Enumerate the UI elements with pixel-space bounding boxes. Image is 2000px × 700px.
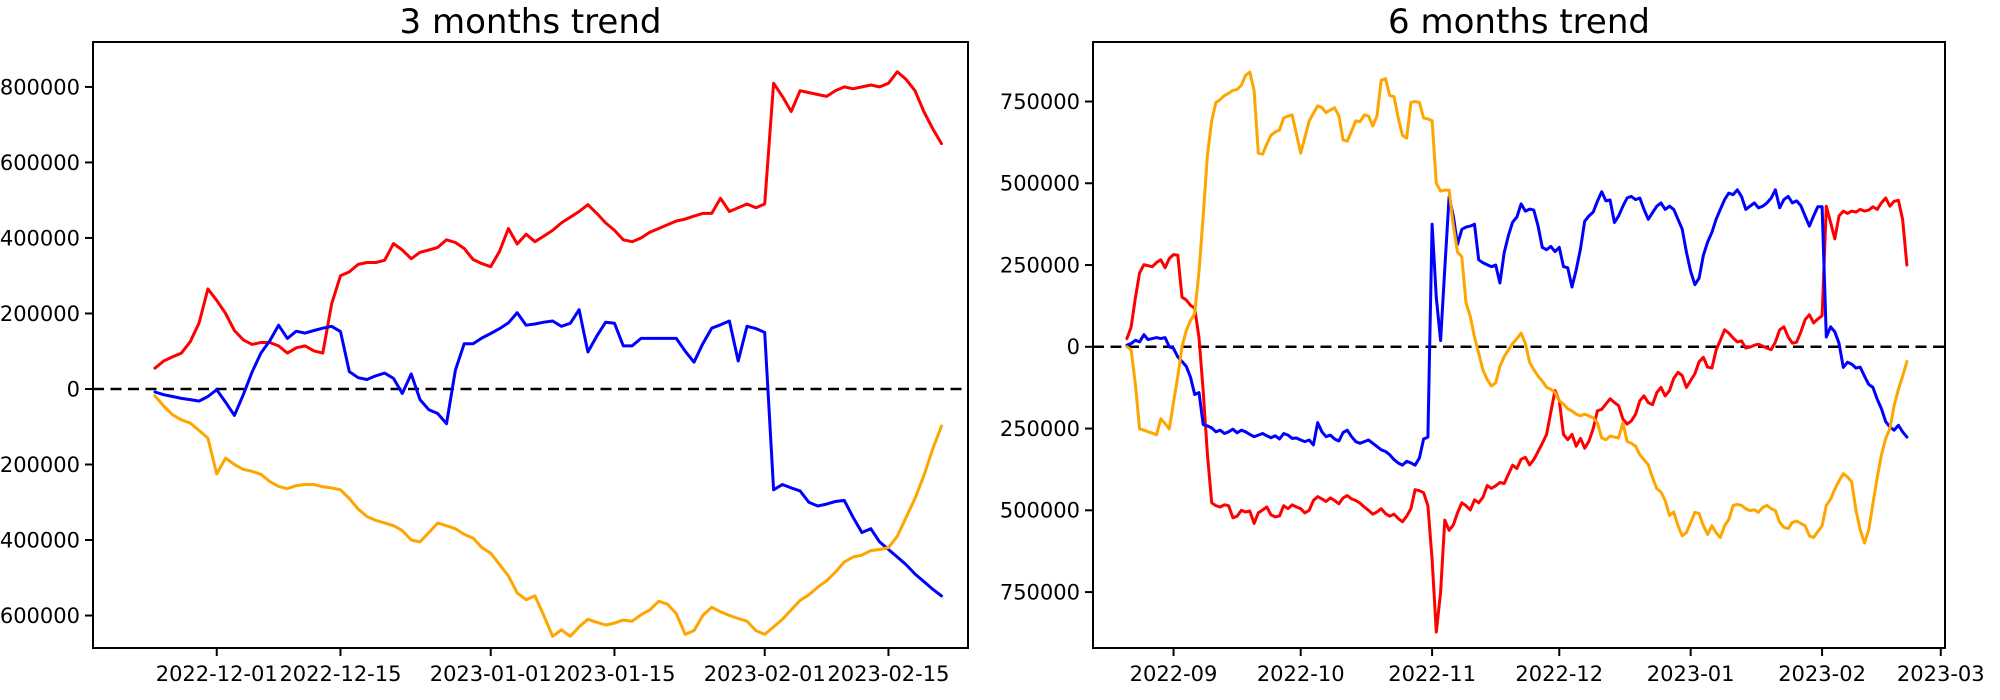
x-tick-label: 2023-02: [1778, 662, 1866, 686]
y-tick-label: −600000: [0, 604, 80, 628]
chart-title-6-months: 6 months trend: [1388, 2, 1650, 42]
plot-area-6-months: 750000 500000 250000 0 −250000 −500000 −750000…: [1000, 41, 1985, 686]
series-red-line: [1125, 196, 1909, 634]
series-red-line: [153, 70, 943, 370]
series-blue-line: [153, 308, 943, 598]
x-tick-label: 2022-12-15: [279, 662, 401, 686]
x-tick-label: 2023-02-01: [704, 662, 826, 686]
x-tick-label: 2023-02-15: [827, 662, 949, 686]
axes-spines: [1092, 41, 1946, 649]
y-tick-label: 600000: [0, 151, 80, 175]
x-tick-label: 2023-01: [1647, 662, 1735, 686]
y-tick-label: 400000: [0, 226, 80, 250]
x-tick-label: 2023-01-01: [430, 662, 552, 686]
chart-3-months-trend: 3 months trend 800000 600000 400000 200000 0…: [0, 2, 969, 686]
series-orange-line: [1125, 70, 1909, 545]
x-tick-label: 2022-12-01: [156, 662, 278, 686]
x-tick-label: 2022-09: [1130, 662, 1218, 686]
y-tick-label: −200000: [0, 453, 80, 477]
y-tick-label: 200000: [0, 302, 80, 326]
chart-title-3-months: 3 months trend: [399, 2, 662, 42]
y-tick-label: −750000: [1000, 580, 1080, 604]
series-orange-line: [153, 394, 943, 638]
y-tick-label: 0: [1067, 335, 1080, 359]
plot-area-3-months: 800000 600000 400000 200000 0 −200000 −400000 −…: [0, 41, 969, 686]
y-tick-label: 0: [67, 377, 80, 401]
y-tick-label: −250000: [1000, 417, 1080, 441]
y-tick-label: 800000: [0, 75, 80, 99]
y-tick-label: −400000: [0, 528, 80, 552]
y-tick-label: 250000: [1000, 253, 1080, 277]
y-tick-label: −500000: [1000, 499, 1080, 523]
x-tick-label: 2023-01-15: [553, 662, 675, 686]
x-tick-label: 2022-12: [1515, 662, 1603, 686]
chart-6-months-trend: 6 months trend 750000 500000 250000 0 −25000…: [1000, 0, 2000, 700]
x-tick-label: 2022-11: [1388, 662, 1476, 686]
x-tick-label: 2023-03: [1897, 662, 1985, 686]
y-tick-label: 750000: [1000, 90, 1080, 114]
series-blue-line: [1125, 188, 1909, 467]
axes-spines: [92, 41, 969, 649]
x-tick-label: 2022-10: [1257, 662, 1345, 686]
y-tick-label: 500000: [1000, 172, 1080, 196]
